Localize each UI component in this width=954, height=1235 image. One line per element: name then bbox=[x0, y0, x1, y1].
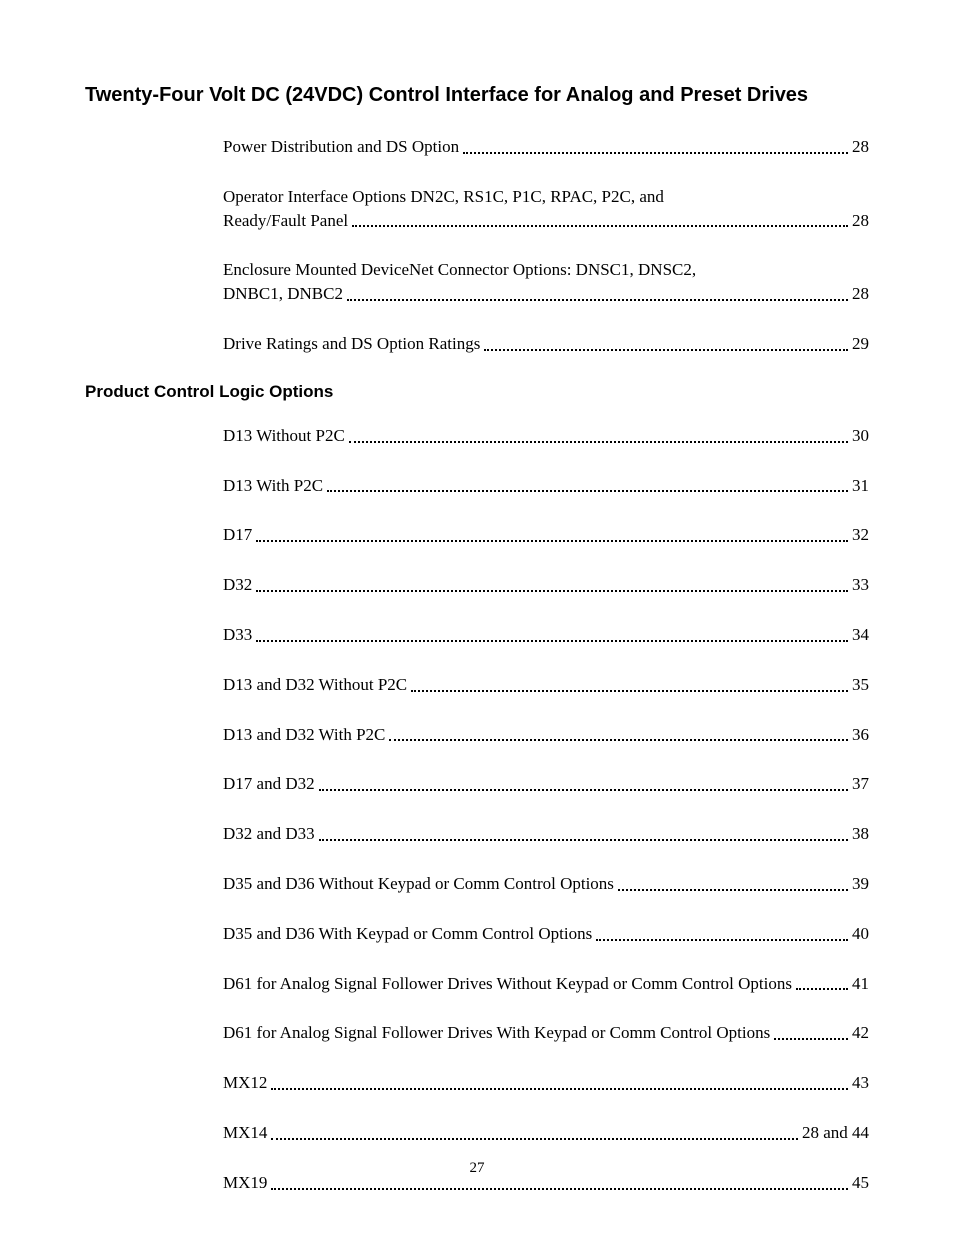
page-title: Twenty-Four Volt DC (24VDC) Control Inte… bbox=[85, 84, 869, 107]
toc-entry: D33 34 bbox=[223, 623, 869, 647]
section-heading: Product Control Logic Options bbox=[85, 382, 869, 402]
toc-leader-dots bbox=[774, 1038, 848, 1040]
toc-entry: D61 for Analog Signal Follower Drives Wi… bbox=[223, 972, 869, 996]
toc-page-number: 36 bbox=[852, 723, 869, 747]
toc-page-number: 42 bbox=[852, 1021, 869, 1045]
toc-entry: Drive Ratings and DS Option Ratings 29 bbox=[223, 332, 869, 356]
toc-leader-dots bbox=[271, 1188, 848, 1190]
toc-page-number: 28 bbox=[852, 135, 869, 159]
toc-leader-dots bbox=[596, 939, 848, 941]
toc-page-number: 43 bbox=[852, 1071, 869, 1095]
toc-label: MX14 bbox=[223, 1121, 267, 1145]
toc-leader-dots bbox=[484, 349, 848, 351]
toc-label-line1: Operator Interface Options DN2C, RS1C, P… bbox=[223, 185, 869, 209]
toc-page-number: 41 bbox=[852, 972, 869, 996]
toc-leader-dots bbox=[796, 988, 848, 990]
toc-label: Ready/Fault Panel bbox=[223, 209, 348, 233]
toc-entry: D35 and D36 Without Keypad or Comm Contr… bbox=[223, 872, 869, 896]
toc-label: Drive Ratings and DS Option Ratings bbox=[223, 332, 480, 356]
toc-page-number: 37 bbox=[852, 772, 869, 796]
toc-label: D32 bbox=[223, 573, 252, 597]
toc-entry: D17 32 bbox=[223, 523, 869, 547]
toc-page-number: 39 bbox=[852, 872, 869, 896]
toc-label: D13 and D32 With P2C bbox=[223, 723, 385, 747]
toc-label: D32 and D33 bbox=[223, 822, 315, 846]
toc-top-section: Power Distribution and DS Option28Operat… bbox=[223, 135, 869, 356]
toc-label: D61 for Analog Signal Follower Drives Wi… bbox=[223, 1021, 770, 1045]
toc-page-number: 35 bbox=[852, 673, 869, 697]
toc-label: D17 bbox=[223, 523, 252, 547]
toc-page-number: 28 bbox=[852, 282, 869, 306]
toc-leader-dots bbox=[349, 441, 848, 443]
toc-leader-dots bbox=[411, 690, 848, 692]
toc-page-number: 28 bbox=[852, 209, 869, 233]
toc-label: D13 and D32 Without P2C bbox=[223, 673, 407, 697]
toc-page-number: 33 bbox=[852, 573, 869, 597]
toc-label: D13 Without P2C bbox=[223, 424, 345, 448]
toc-entry: Operator Interface Options DN2C, RS1C, P… bbox=[223, 185, 869, 233]
toc-leader-dots bbox=[271, 1138, 798, 1140]
toc-leader-dots bbox=[347, 299, 848, 301]
toc-entry: D35 and D36 With Keypad or Comm Control … bbox=[223, 922, 869, 946]
toc-leader-dots bbox=[618, 889, 848, 891]
toc-entry: D13 Without P2C 30 bbox=[223, 424, 869, 448]
toc-leader-dots bbox=[352, 225, 848, 227]
toc-entry: D32 and D33 38 bbox=[223, 822, 869, 846]
toc-entry: MX14 28 and 44 bbox=[223, 1121, 869, 1145]
toc-page-number: 29 bbox=[852, 332, 869, 356]
toc-leader-dots bbox=[463, 152, 848, 154]
toc-label: D35 and D36 With Keypad or Comm Control … bbox=[223, 922, 592, 946]
toc-entry: D13 and D32 With P2C 36 bbox=[223, 723, 869, 747]
toc-label: MX12 bbox=[223, 1071, 267, 1095]
document-page: Twenty-Four Volt DC (24VDC) Control Inte… bbox=[0, 0, 954, 1195]
toc-label: D33 bbox=[223, 623, 252, 647]
toc-leader-dots bbox=[327, 490, 848, 492]
toc-leader-dots bbox=[389, 739, 848, 741]
toc-leader-dots bbox=[271, 1088, 848, 1090]
toc-leader-dots bbox=[319, 839, 848, 841]
toc-entry: Enclosure Mounted DeviceNet Connector Op… bbox=[223, 258, 869, 306]
toc-leader-dots bbox=[319, 789, 848, 791]
toc-page-number: 40 bbox=[852, 922, 869, 946]
toc-label-line1: Enclosure Mounted DeviceNet Connector Op… bbox=[223, 258, 869, 282]
toc-label: D17 and D32 bbox=[223, 772, 315, 796]
toc-leader-dots bbox=[256, 590, 848, 592]
page-number: 27 bbox=[0, 1160, 954, 1177]
toc-page-number: 38 bbox=[852, 822, 869, 846]
toc-entry: Power Distribution and DS Option 28 bbox=[223, 135, 869, 159]
toc-label: DNBC1, DNBC2 bbox=[223, 282, 343, 306]
toc-label: D61 for Analog Signal Follower Drives Wi… bbox=[223, 972, 792, 996]
toc-entry: MX12 43 bbox=[223, 1071, 869, 1095]
toc-label-line2-row: Ready/Fault Panel 28 bbox=[223, 209, 869, 233]
toc-logic-section: D13 Without P2C 30 D13 With P2C 31 D17 32 D32 3… bbox=[223, 424, 869, 1195]
toc-label: D35 and D36 Without Keypad or Comm Contr… bbox=[223, 872, 614, 896]
toc-leader-dots bbox=[256, 540, 848, 542]
toc-page-number: 30 bbox=[852, 424, 869, 448]
toc-entry: D13 With P2C 31 bbox=[223, 474, 869, 498]
toc-entry: D32 33 bbox=[223, 573, 869, 597]
toc-entry: D13 and D32 Without P2C 35 bbox=[223, 673, 869, 697]
toc-leader-dots bbox=[256, 640, 848, 642]
toc-page-number: 32 bbox=[852, 523, 869, 547]
toc-entry: D61 for Analog Signal Follower Drives Wi… bbox=[223, 1021, 869, 1045]
toc-page-number: 34 bbox=[852, 623, 869, 647]
toc-page-number: 28 and 44 bbox=[802, 1121, 869, 1145]
toc-label: Power Distribution and DS Option bbox=[223, 135, 459, 159]
toc-entry: D17 and D32 37 bbox=[223, 772, 869, 796]
toc-label: D13 With P2C bbox=[223, 474, 323, 498]
toc-page-number: 31 bbox=[852, 474, 869, 498]
toc-label-line2-row: DNBC1, DNBC2 28 bbox=[223, 282, 869, 306]
